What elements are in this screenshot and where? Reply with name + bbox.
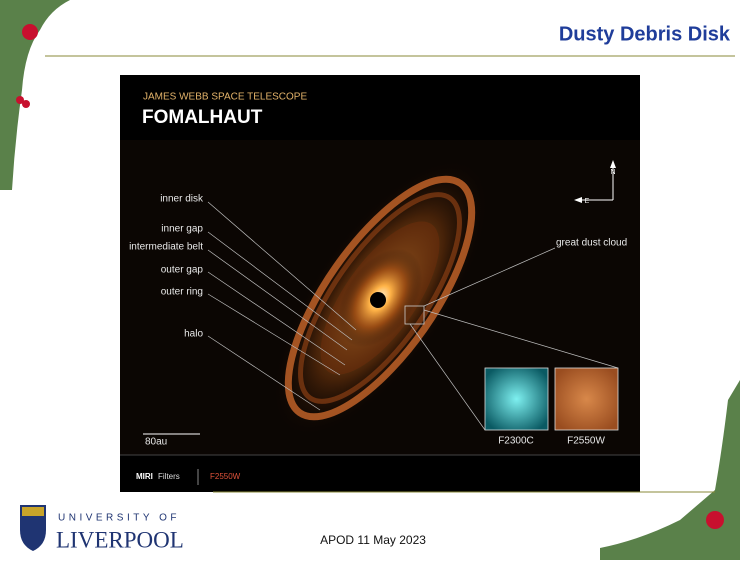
instrument: MIRI [136, 472, 153, 481]
scale-label: 80au [145, 437, 167, 448]
region-label: inner gap [161, 224, 203, 235]
filters-word: Filters [158, 472, 180, 481]
telescope-image [120, 75, 640, 492]
inset-label: F2300C [498, 436, 534, 447]
filter-name: F2550W [210, 472, 241, 481]
region-label: outer ring [161, 287, 203, 298]
cloud-label: great dust cloud [556, 238, 627, 249]
university-crest [20, 505, 46, 551]
region-label: inner disk [160, 194, 204, 205]
region-label: intermediate belt [129, 242, 203, 253]
region-label: halo [184, 329, 203, 340]
target-name: FOMALHAUT [142, 107, 263, 128]
telescope-name: JAMES WEBB SPACE TELESCOPE [143, 92, 307, 103]
university-top: UNIVERSITY OF [58, 513, 180, 524]
region-label: outer gap [161, 265, 204, 276]
inset-label: F2550W [567, 436, 605, 447]
university-name: LIVERPOOL [56, 527, 184, 552]
caption: APOD 11 May 2023 [320, 533, 426, 547]
slide-title: Dusty Debris Disk [559, 23, 731, 45]
compass-north: N [610, 169, 615, 176]
compass-east: E [585, 198, 590, 205]
